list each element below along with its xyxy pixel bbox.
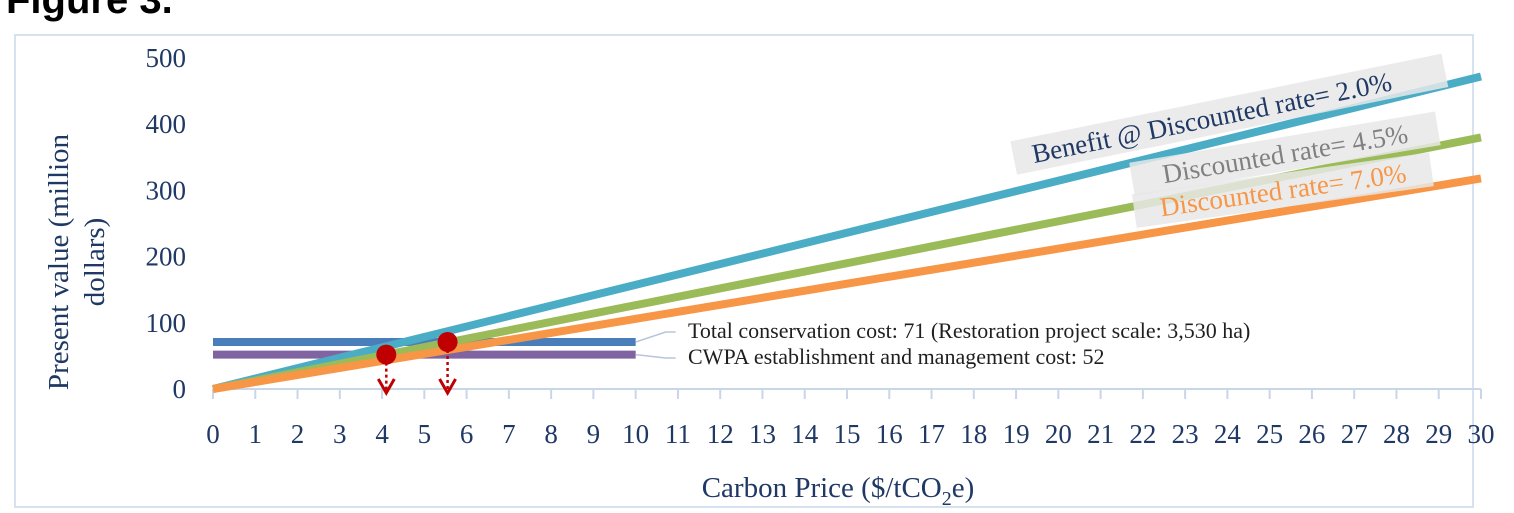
y-tick-label: 100 xyxy=(146,308,187,338)
series-label-background xyxy=(1010,53,1449,175)
x-tick-label: 21 xyxy=(1087,419,1114,449)
cost-label: Total conservation cost: 71 (Restoration… xyxy=(688,318,1250,343)
caption-text: Figure 3. xyxy=(6,0,173,22)
x-tick-label: 8 xyxy=(544,419,558,449)
x-tick-label: 7 xyxy=(502,419,516,449)
x-tick-label: 14 xyxy=(791,419,819,449)
y-tick-label: 500 xyxy=(146,43,187,73)
breakeven-arrow-head xyxy=(438,378,457,397)
axes-layer: 0 1 2 3 4 5 6 7 8 9 10 11 12 13 14 15 16 17 18 19 20 21 22 23 24… xyxy=(146,43,1495,449)
x-tick-label: 1 xyxy=(249,419,263,449)
x-tick-label: 3 xyxy=(333,419,347,449)
breakeven-arrow-head xyxy=(376,378,396,397)
y-tick-label: 400 xyxy=(146,109,187,139)
x-axis-title-main: Carbon Price ($/tCO xyxy=(702,472,942,504)
x-tick-label: 13 xyxy=(749,419,776,449)
cost-label: CWPA establishment and management cost: … xyxy=(688,344,1105,369)
x-tick-label: 28 xyxy=(1383,419,1410,449)
y-axis-title-line2: dollars) xyxy=(79,218,111,307)
x-axis-title-end: e) xyxy=(952,472,975,504)
x-tick-label: 29 xyxy=(1425,419,1452,449)
x-tick-label: 27 xyxy=(1341,419,1368,449)
y-tick-label: 300 xyxy=(146,175,187,205)
x-tick-label: 12 xyxy=(707,419,734,449)
series-line xyxy=(212,174,1482,393)
x-tick-label: 15 xyxy=(834,419,861,449)
x-tick-label: 0 xyxy=(206,419,220,449)
x-tick-label: 25 xyxy=(1256,419,1283,449)
x-axis-title-sub: 2 xyxy=(942,488,952,510)
breakeven-point xyxy=(437,331,458,352)
cost-label-leader xyxy=(635,331,676,343)
x-tick-label: 17 xyxy=(918,419,945,449)
x-axis-title: Carbon Price ($/tCO2e) xyxy=(702,472,975,510)
labels-layer: Total conservation cost: 71 (Restoration… xyxy=(688,53,1449,369)
cost-label-leader xyxy=(635,353,676,359)
series-label-background xyxy=(1129,111,1441,197)
caption-fragment: Figure 3. xyxy=(0,0,1514,28)
x-tick-label: 30 xyxy=(1468,419,1495,449)
series-line xyxy=(212,72,1482,393)
x-tick-label: 10 xyxy=(622,419,649,449)
x-tick-label: 9 xyxy=(587,419,601,449)
x-tick-label: 5 xyxy=(418,419,432,449)
breakeven-point xyxy=(376,344,397,365)
chart-frame xyxy=(14,34,1474,508)
x-tick-label: 26 xyxy=(1298,419,1325,449)
x-tick-label: 22 xyxy=(1129,419,1156,449)
x-tick-label: 18 xyxy=(960,419,987,449)
x-tick-label: 20 xyxy=(1045,419,1072,449)
y-tick-label: 200 xyxy=(146,242,187,272)
x-tick-label: 11 xyxy=(665,419,691,449)
x-tick-label: 6 xyxy=(460,419,474,449)
y-tick-label: 0 xyxy=(173,374,187,404)
series-label-background xyxy=(1131,152,1434,228)
x-tick-label: 19 xyxy=(1003,419,1030,449)
x-tick-label: 4 xyxy=(375,419,389,449)
x-tick-label: 23 xyxy=(1172,419,1199,449)
x-tick-label: 16 xyxy=(876,419,903,449)
y-axis-title-line1: Present value (million xyxy=(43,133,75,390)
x-tick-label: 2 xyxy=(291,419,305,449)
x-tick-label: 24 xyxy=(1214,419,1242,449)
breakeven-markers-layer xyxy=(376,331,458,397)
